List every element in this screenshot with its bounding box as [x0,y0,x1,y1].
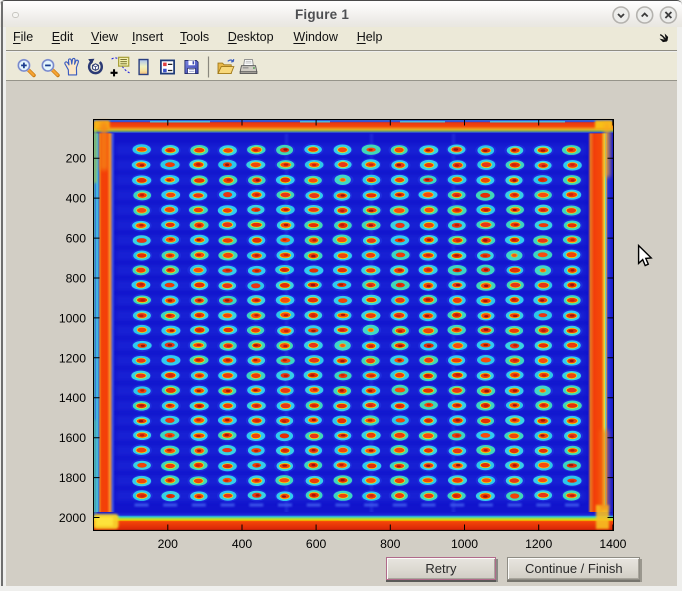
svg-text:200: 200 [66,152,87,166]
svg-text:400: 400 [232,537,253,551]
svg-text:600: 600 [306,537,327,551]
svg-text:800: 800 [380,537,401,551]
svg-text:800: 800 [66,272,87,286]
svg-text:1600: 1600 [59,431,86,445]
svg-text:1400: 1400 [59,391,86,405]
svg-text:1000: 1000 [59,311,86,325]
svg-text:200: 200 [158,537,179,551]
svg-text:1000: 1000 [451,537,478,551]
svg-text:1800: 1800 [59,471,86,485]
svg-text:1200: 1200 [59,351,86,365]
svg-text:2000: 2000 [59,511,86,525]
svg-text:600: 600 [66,232,87,246]
svg-text:1400: 1400 [599,537,626,551]
svg-text:400: 400 [66,192,87,206]
svg-text:1200: 1200 [525,537,552,551]
